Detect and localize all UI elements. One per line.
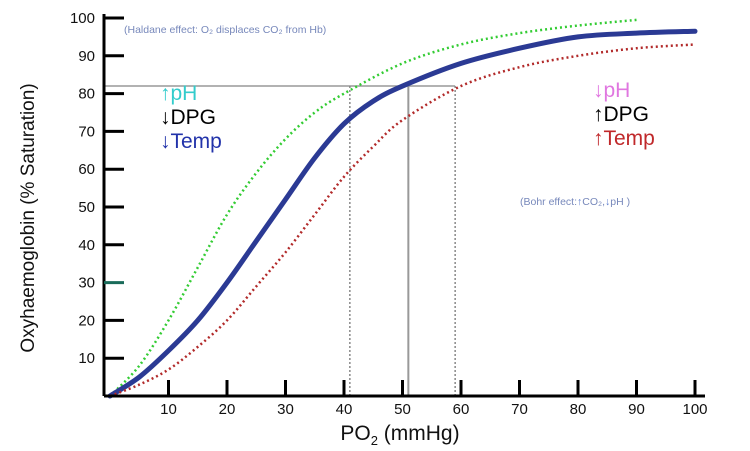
y-tick-label: 50 xyxy=(78,199,95,216)
factor-ph: ↑pH xyxy=(160,82,197,105)
factor-label: DPG xyxy=(604,103,650,126)
series-left-shift xyxy=(109,18,637,397)
curves xyxy=(107,18,698,399)
x-tick-label: 50 xyxy=(394,401,411,418)
factor-label: DPG xyxy=(171,106,217,129)
bohr-annotation: (Bohr effect:↑CO₂,↓pH ) xyxy=(520,196,630,208)
x-tick-label: 70 xyxy=(511,401,528,418)
reference-lines xyxy=(104,85,456,396)
arrow-icon: ↑ xyxy=(160,82,171,105)
x-tick-label: 100 xyxy=(682,401,707,418)
series-right-shift xyxy=(109,43,696,398)
x-axis-label: PO2 (mmHg) xyxy=(340,422,459,448)
y-tick-label: 40 xyxy=(78,237,95,254)
factor-dpg: ↓DPG xyxy=(160,106,216,129)
y-tick-label: 10 xyxy=(78,350,95,367)
haldane-annotation: (Haldane effect: O₂ displaces CO₂ from H… xyxy=(124,24,326,36)
y-tick-label: 80 xyxy=(78,86,95,103)
left-shift-factors: ↑pH↓DPG↓Temp xyxy=(160,82,222,153)
x-tick-label: 30 xyxy=(277,401,294,418)
x-tick-label: 60 xyxy=(453,401,470,418)
y-tick-label: 20 xyxy=(78,312,95,329)
axes xyxy=(102,14,705,398)
x-tick-label: 10 xyxy=(160,401,177,418)
ticks: 10 20 30 40 50 60 70 80 90 100 10 20 30 40 50 60 70 80 90 1… xyxy=(70,10,708,418)
y-tick-label: 100 xyxy=(70,10,95,27)
factor-temp: ↓Temp xyxy=(160,130,222,153)
y-tick-label: 60 xyxy=(78,161,95,178)
y-axis-label: Oxyhaemoglobin (% Saturation) xyxy=(18,83,39,352)
arrow-icon: ↓ xyxy=(160,130,171,153)
x-tick-label: 80 xyxy=(570,401,587,418)
factor-label: pH xyxy=(604,79,631,102)
y-tick-label: 30 xyxy=(78,275,95,292)
y-tick-label: 70 xyxy=(78,123,95,140)
x-tick-label: 40 xyxy=(336,401,353,418)
x-tick-label: 90 xyxy=(628,401,645,418)
right-shift-factors: ↓pH↑DPG↑Temp xyxy=(593,79,655,150)
factor-dpg: ↑DPG xyxy=(593,103,649,126)
y-tick-label: 90 xyxy=(78,48,95,65)
factor-temp: ↑Temp xyxy=(593,127,655,150)
arrow-icon: ↑ xyxy=(593,103,604,126)
factor-ph: ↓pH xyxy=(593,79,630,102)
arrow-icon: ↓ xyxy=(160,106,171,129)
factor-label: pH xyxy=(171,82,198,105)
arrow-icon: ↑ xyxy=(593,127,604,150)
arrow-icon: ↓ xyxy=(593,79,604,102)
series-normal xyxy=(107,28,698,399)
factor-label: Temp xyxy=(604,127,655,150)
x-tick-label: 20 xyxy=(219,401,236,418)
factor-label: Temp xyxy=(171,130,222,153)
